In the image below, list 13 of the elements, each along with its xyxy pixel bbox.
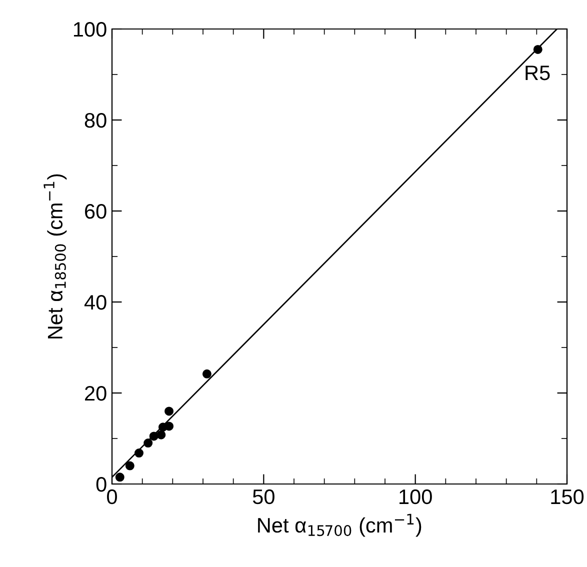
x-tick-label: 100 bbox=[400, 489, 432, 504]
x-tick-label: 50 bbox=[252, 489, 274, 504]
y-tick-label: 0 bbox=[96, 477, 106, 492]
y-tick-label: 40 bbox=[84, 295, 106, 310]
y-tick-label: 80 bbox=[84, 113, 106, 128]
x-tick-label: 0 bbox=[107, 489, 117, 504]
y-tick-label: 60 bbox=[85, 204, 106, 219]
y-axis-title: Net α$_{18500}$ (cm$^{−1}$) bbox=[44, 174, 67, 338]
annotation: R5 bbox=[526, 66, 550, 80]
x-axis-title: Net α$_{15700}$ (cm$^{−1}$) bbox=[258, 514, 422, 537]
x-tick-label: 150 bbox=[551, 489, 584, 504]
y-tick-label: 100 bbox=[74, 22, 106, 37]
y-tick-label: 20 bbox=[85, 386, 106, 401]
